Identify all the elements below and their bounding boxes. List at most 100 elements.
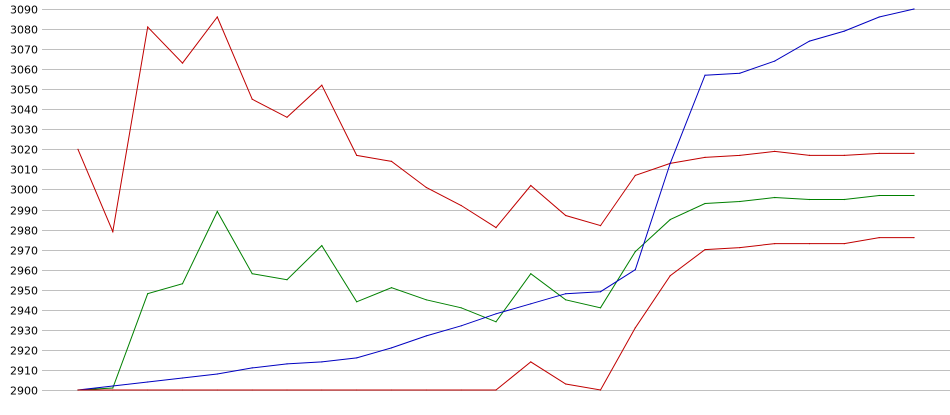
series-1-point <box>774 150 776 152</box>
series-3-point <box>286 363 288 365</box>
series-lines <box>77 8 915 391</box>
series-1-point <box>878 152 880 154</box>
series-2-point <box>112 387 114 389</box>
series-4-point <box>669 275 671 277</box>
series-3-point <box>599 291 602 293</box>
series-4-point <box>599 389 602 391</box>
series-3-point <box>321 361 323 363</box>
series-2-point <box>495 321 497 323</box>
series-1-point <box>216 16 218 18</box>
y-tick-label: 2930 <box>10 325 38 338</box>
y-tick-label: 2950 <box>10 285 38 298</box>
series-1-point <box>286 116 288 118</box>
series-3-point <box>565 293 567 295</box>
series-3-point <box>530 303 532 305</box>
series-3-point <box>460 325 462 327</box>
series-3-point <box>390 347 393 349</box>
series-4-point <box>147 389 149 391</box>
series-3-point <box>356 357 358 359</box>
series-4-point <box>425 389 427 391</box>
series-4-point <box>530 361 532 363</box>
series-3-point <box>669 162 671 164</box>
series-3-point <box>425 335 427 337</box>
series-1-point <box>77 148 79 150</box>
series-3-point <box>808 40 811 42</box>
series-3-point <box>112 385 114 387</box>
series-1-point <box>147 26 149 28</box>
series-4-point <box>390 389 393 391</box>
series-4-point <box>460 389 462 391</box>
y-tick-label: 3010 <box>10 164 38 177</box>
series-1-point <box>251 98 253 100</box>
series-2-point <box>808 198 811 201</box>
series-4-point <box>843 243 845 245</box>
series-2-point <box>599 307 602 309</box>
series-3-point <box>216 373 218 375</box>
series-4-point <box>774 243 776 245</box>
series-4-point <box>321 389 323 391</box>
series-line-2 <box>77 195 914 391</box>
gridlines <box>42 9 950 391</box>
series-4-point <box>704 249 706 251</box>
series-2-point <box>147 293 149 295</box>
series-2-point <box>356 301 358 303</box>
series-4-point <box>251 389 253 391</box>
series-2-point <box>565 299 567 301</box>
series-3-point <box>739 72 741 74</box>
y-tick-label: 2990 <box>10 205 38 218</box>
series-2-point <box>878 194 880 197</box>
series-2-point <box>425 299 427 301</box>
series-1-point <box>181 62 184 64</box>
series-4-point <box>356 389 358 391</box>
series-2-point <box>216 210 218 213</box>
y-tick-labels: 2900 2910 2920 2930 2940 2950 2960 2970 2980 2990… <box>10 4 38 398</box>
series-3-point <box>913 8 915 10</box>
series-1-point <box>843 154 845 156</box>
series-1-point <box>808 154 811 156</box>
series-1-point <box>112 231 114 233</box>
y-tick-label: 3040 <box>10 104 38 117</box>
y-tick-label: 3080 <box>10 24 38 37</box>
series-line-3 <box>77 8 915 391</box>
y-tick-label: 2980 <box>10 225 38 238</box>
series-1-point <box>565 214 567 217</box>
series-1-point <box>390 160 393 162</box>
series-2-point <box>634 251 636 253</box>
series-1-point <box>495 227 497 229</box>
y-tick-label: 3070 <box>10 44 38 57</box>
series-2-point <box>390 287 393 289</box>
series-1-point <box>321 84 323 86</box>
series-1-point <box>599 225 602 227</box>
series-1-point <box>704 156 706 158</box>
series-1-point <box>634 174 636 176</box>
series-3-point <box>634 269 636 271</box>
series-4-point <box>634 327 636 329</box>
series-4-point <box>112 389 114 391</box>
y-tick-label: 2960 <box>10 265 38 278</box>
series-2-point <box>321 245 323 247</box>
series-3-point <box>495 313 497 315</box>
series-1-point <box>913 152 915 154</box>
series-4-point <box>181 389 184 391</box>
y-tick-label: 2900 <box>10 385 38 398</box>
y-tick-label: 3030 <box>10 124 38 137</box>
series-3-point <box>704 74 706 76</box>
series-4-point <box>739 247 741 249</box>
series-4-point <box>913 237 915 239</box>
series-3-point <box>774 60 776 62</box>
series-3-point <box>251 367 253 369</box>
y-tick-label: 2970 <box>10 245 38 258</box>
series-2-point <box>530 273 532 275</box>
series-4-point <box>808 243 811 245</box>
series-2-point <box>774 196 776 199</box>
series-4-point <box>286 389 288 391</box>
y-tick-label: 3050 <box>10 84 38 97</box>
series-4-point <box>565 383 567 385</box>
series-2-point <box>739 200 741 203</box>
series-1-point <box>425 186 427 189</box>
series-3-point <box>878 16 880 18</box>
series-2-point <box>669 219 671 221</box>
series-1-point <box>356 154 358 156</box>
